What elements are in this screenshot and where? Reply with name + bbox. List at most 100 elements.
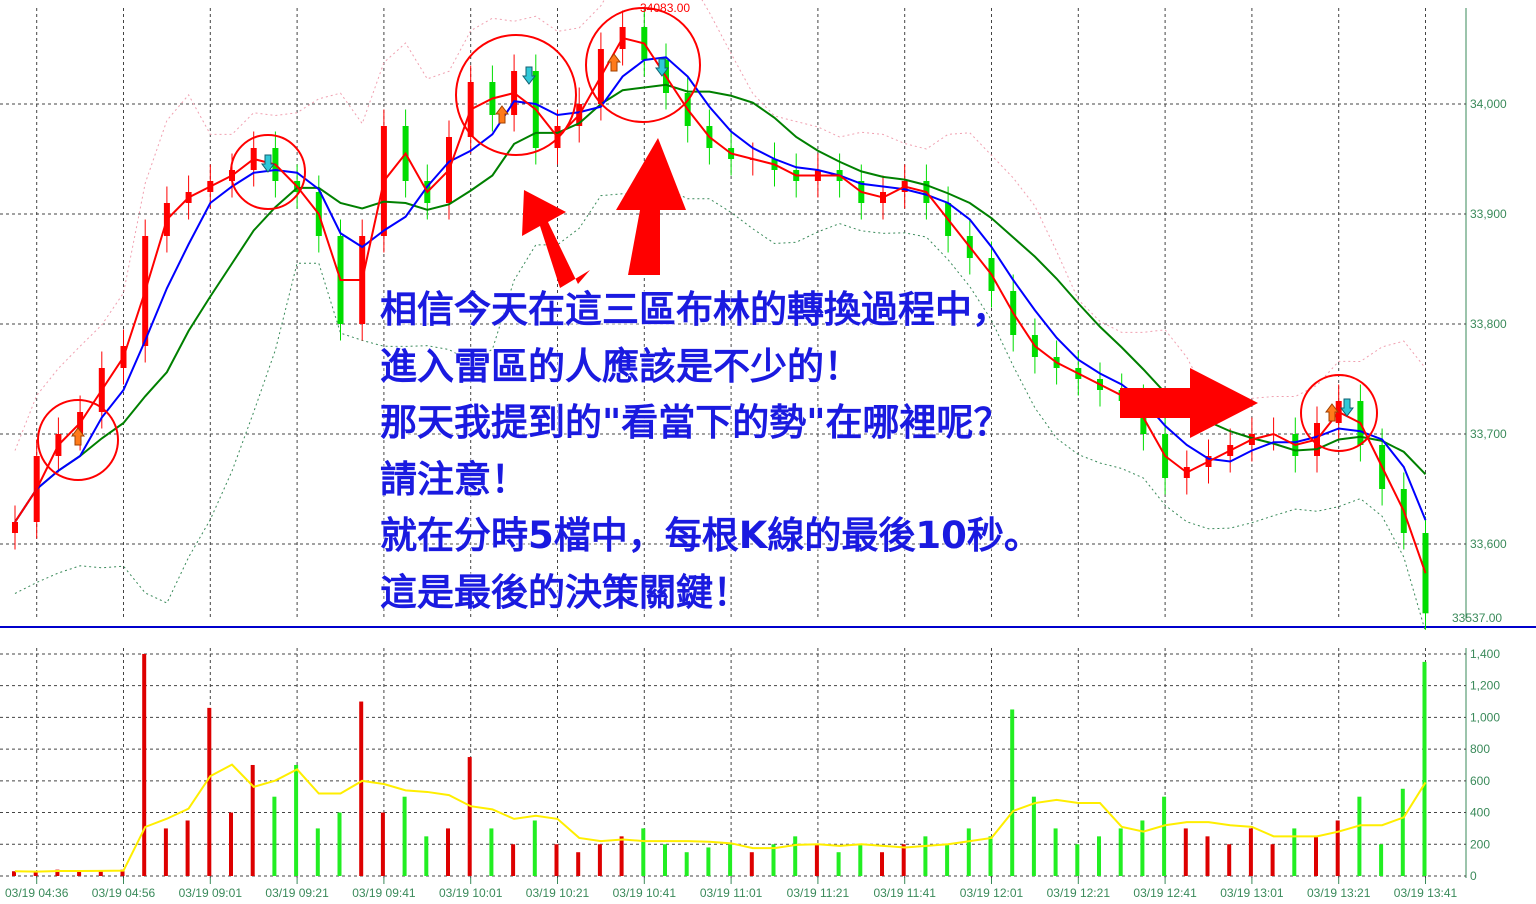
volume-bar — [1162, 796, 1167, 876]
x-tick-label: 03/19 13:21 — [1307, 886, 1371, 900]
annotation-line: 那天我提到的"看當下的勢"在哪裡呢？ — [380, 401, 1011, 444]
x-tick-label: 03/19 04:36 — [5, 886, 69, 900]
volume-bar — [663, 844, 667, 876]
x-tick-label: 03/19 12:41 — [1133, 886, 1197, 900]
x-tick-label: 03/19 10:41 — [613, 886, 677, 900]
x-tick-label: 03/19 12:21 — [1047, 886, 1111, 900]
red-arrow-icon — [1120, 368, 1258, 438]
volume-bar — [1205, 836, 1210, 876]
volume-bar — [446, 828, 450, 876]
buy-arrow-icon — [495, 105, 509, 124]
volume-tick-label: 1,000 — [1470, 710, 1500, 724]
buy-arrow-icon — [607, 53, 621, 72]
volume-bar — [402, 796, 407, 876]
volume-bar — [1270, 844, 1275, 876]
sell-arrow-icon — [655, 58, 669, 77]
annotation-line: 進入雷區的人應該是不少的！ — [380, 344, 861, 388]
red-arrow-icon — [616, 138, 686, 275]
volume-bar — [272, 796, 277, 876]
volume-bar — [923, 836, 928, 876]
volume-bar — [1314, 836, 1318, 876]
price-tick-label: 33,800 — [1470, 317, 1507, 331]
volume-ma-line — [14, 763, 1427, 873]
volume-bar — [77, 871, 82, 876]
volume-bar — [1292, 828, 1297, 876]
volume-tick-label: 800 — [1470, 742, 1490, 756]
x-tick-label: 03/19 09:01 — [179, 886, 243, 900]
volume-bar — [1053, 828, 1058, 876]
volume-bar — [55, 869, 60, 876]
x-tick-label: 03/19 13:41 — [1394, 886, 1458, 900]
ma-mid-line — [14, 56, 1427, 523]
x-tick-label: 03/19 10:21 — [526, 886, 590, 900]
highlight-circle — [1300, 374, 1378, 452]
volume-bar — [315, 828, 320, 876]
volume-bar — [706, 847, 711, 876]
volume-bar — [793, 836, 798, 876]
volume-bar — [337, 812, 342, 876]
volume-bar — [1118, 828, 1123, 876]
volume-bar — [250, 764, 255, 876]
volume-bar — [576, 852, 581, 876]
high-price-label: 34083.00 — [640, 1, 690, 15]
volume-bar — [988, 836, 993, 876]
volume-bar — [359, 701, 364, 876]
volume-bar — [1335, 820, 1340, 876]
volume-bar — [532, 820, 537, 876]
volume-tick-label: 600 — [1470, 774, 1490, 788]
volume-bar — [1031, 796, 1036, 876]
volume-bar — [597, 844, 602, 876]
buy-arrow-icon — [71, 427, 85, 446]
x-tick-label: 03/19 04:56 — [92, 886, 156, 900]
volume-bar — [120, 869, 125, 876]
x-tick-label: 03/19 10:01 — [439, 886, 503, 900]
volume-tick-label: 1,200 — [1470, 679, 1500, 693]
volume-bar — [836, 852, 841, 876]
volume-bar — [1010, 709, 1015, 876]
volume-bar — [1357, 796, 1362, 876]
volume-tick-label: 0 — [1470, 869, 1477, 883]
volume-bar — [1422, 661, 1427, 876]
volume-bar — [294, 764, 299, 876]
volume-bar — [142, 653, 147, 876]
volume-bar — [554, 844, 559, 876]
price-tick-label: 33,900 — [1470, 207, 1507, 221]
volume-bar — [33, 872, 38, 876]
sell-arrow-icon — [261, 154, 275, 173]
buy-arrow-icon — [1325, 403, 1339, 422]
volume-bar — [1248, 828, 1253, 876]
volume-bar — [728, 844, 733, 876]
highlight-circle — [585, 7, 701, 123]
volume-bar — [880, 852, 884, 876]
annotation-line: 相信今天在這三區布林的轉換過程中， — [380, 288, 1009, 331]
red-arrow-icon — [522, 190, 590, 288]
volume-bar — [771, 844, 776, 876]
annotation-line: 就在分時5檔中，每根K線的最後10秒。 — [380, 514, 1041, 557]
sell-arrow-icon — [522, 66, 536, 85]
x-tick-label: 03/19 09:21 — [265, 886, 329, 900]
volume-bar — [1379, 844, 1384, 876]
volume-bar — [98, 870, 103, 876]
highlight-circle — [37, 399, 119, 481]
price-tick-label: 34,000 — [1470, 97, 1507, 111]
volume-bar — [858, 844, 863, 876]
volume-bar — [489, 828, 494, 876]
volume-bar — [1227, 844, 1232, 876]
volume-bar — [163, 828, 168, 876]
volume-bar — [380, 812, 385, 876]
candle-body — [12, 522, 18, 533]
x-tick-label: 03/19 12:01 — [960, 886, 1024, 900]
volume-bar — [1400, 788, 1405, 876]
x-tick-label: 03/19 13:01 — [1220, 886, 1284, 900]
annotation-text: 相信今天在這三區布林的轉換過程中， 進入雷區的人應該是不少的！ 那天我提到的"看… — [380, 282, 1041, 621]
highlight-circle — [455, 34, 577, 156]
ma-short-line — [14, 36, 1427, 574]
x-tick-label: 03/19 11:41 — [873, 886, 936, 900]
x-tick-label: 03/19 11:01 — [700, 886, 763, 900]
volume-bar — [229, 812, 233, 876]
volume-tick-label: 200 — [1470, 837, 1490, 851]
volume-bar — [1140, 820, 1145, 876]
volume-bar — [424, 836, 429, 876]
volume-bar — [814, 844, 819, 876]
